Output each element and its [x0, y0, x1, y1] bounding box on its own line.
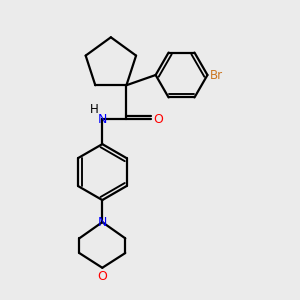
Text: O: O: [153, 112, 163, 126]
Text: Br: Br: [210, 68, 223, 82]
Text: O: O: [98, 270, 107, 283]
Text: N: N: [98, 216, 107, 229]
Text: N: N: [98, 112, 107, 126]
Text: H: H: [90, 103, 98, 116]
